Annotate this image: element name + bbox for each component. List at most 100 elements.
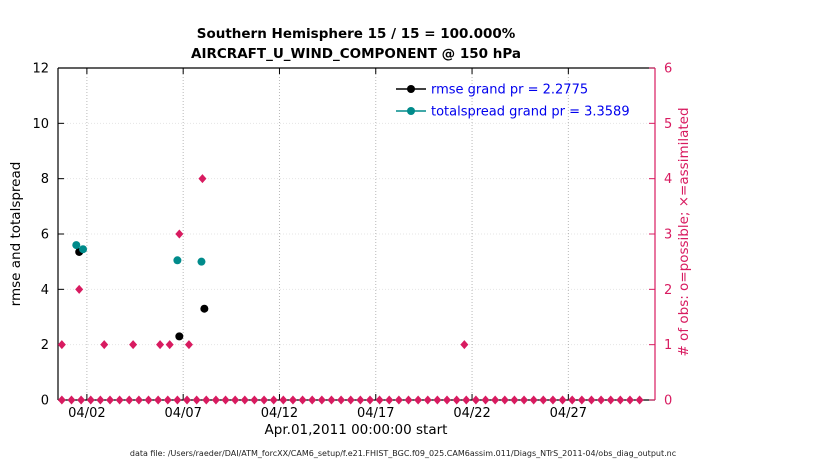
- num-obs-marker: [520, 395, 529, 405]
- num-obs-marker: [443, 395, 452, 405]
- x-tick-label: 04/02: [68, 406, 105, 421]
- totalspread-marker: [79, 245, 88, 254]
- right-y-tick-label: 4: [664, 172, 672, 187]
- num-obs-marker: [260, 395, 269, 405]
- num-obs-marker: [184, 340, 193, 350]
- num-obs-marker: [125, 395, 134, 405]
- right-y-tick-label: 1: [664, 338, 672, 353]
- x-tick-label: 04/22: [453, 406, 490, 421]
- right-y-tick-label: 5: [664, 117, 672, 132]
- num-obs-marker: [86, 395, 95, 405]
- num-obs-marker: [606, 395, 615, 405]
- num-obs-marker: [308, 395, 317, 405]
- num-obs-marker: [356, 395, 365, 405]
- totalspread-marker: [72, 241, 81, 250]
- num-obs-marker: [414, 395, 423, 405]
- x-tick-label: 04/12: [261, 406, 298, 421]
- num-obs-marker: [510, 395, 519, 405]
- right-y-tick-label: 2: [664, 283, 672, 298]
- num-obs-marker: [404, 395, 413, 405]
- left-y-tick-label: 8: [41, 172, 49, 187]
- right-y-tick-label: 0: [664, 394, 672, 409]
- num-obs-marker: [165, 340, 174, 350]
- num-obs-marker: [423, 395, 432, 405]
- data-file-caption: data file: /Users/raeder/DAI/ATM_forcXX/…: [130, 449, 676, 458]
- num-obs-marker: [481, 395, 490, 405]
- right-y-tick-label: 6: [664, 62, 672, 77]
- num-obs-marker: [175, 229, 184, 239]
- num-obs-marker: [625, 395, 634, 405]
- num-obs-marker: [539, 395, 548, 405]
- num-obs-marker: [597, 395, 606, 405]
- num-obs-marker: [57, 340, 66, 350]
- num-obs-marker: [394, 395, 403, 405]
- legend-marker-totalspread: [407, 107, 415, 115]
- num-obs-marker: [317, 395, 326, 405]
- num-obs-marker: [529, 395, 538, 405]
- num-obs-marker: [144, 395, 153, 405]
- x-tick-label: 04/27: [550, 406, 587, 421]
- legend-marker-rmse: [407, 85, 415, 93]
- num-obs-marker: [298, 395, 307, 405]
- legend: rmse grand pr = 2.2775 totalspread grand…: [396, 83, 630, 120]
- axis-tick-labels: 04/02 04/07 04/12 04/17 04/22 04/270246810120…: [32, 62, 672, 422]
- num-obs-marker: [616, 395, 625, 405]
- num-obs-marker: [548, 395, 557, 405]
- data-markers: [57, 174, 644, 405]
- num-obs-marker: [288, 395, 297, 405]
- rmse-marker: [200, 304, 209, 313]
- x-axis-label: Apr.01,2011 00:00:00 start: [265, 422, 448, 438]
- totalspread-marker: [197, 257, 206, 266]
- num-obs-marker: [221, 395, 230, 405]
- num-obs-marker: [231, 395, 240, 405]
- right-y-axis-label: # of obs: o=possible; ×=assimilated: [676, 107, 692, 356]
- num-obs-marker: [211, 395, 220, 405]
- num-obs-marker: [635, 395, 644, 405]
- num-obs-marker: [471, 395, 480, 405]
- num-obs-marker: [346, 395, 355, 405]
- num-obs-marker: [100, 340, 109, 350]
- num-obs-marker: [279, 395, 288, 405]
- legend-label-rmse: rmse grand pr = 2.2775: [431, 83, 588, 98]
- num-obs-marker: [462, 395, 471, 405]
- left-y-axis-label: rmse and totalspread: [8, 162, 24, 307]
- num-obs-marker: [77, 395, 86, 405]
- num-obs-marker: [250, 395, 259, 405]
- num-obs-marker: [57, 395, 66, 405]
- num-obs-marker: [452, 395, 461, 405]
- x-tick-label: 04/17: [357, 406, 394, 421]
- num-obs-marker: [163, 395, 172, 405]
- num-obs-marker: [134, 395, 143, 405]
- num-obs-marker: [129, 340, 138, 350]
- left-y-tick-label: 12: [32, 62, 49, 77]
- axis-ticks: [58, 67, 655, 401]
- num-obs-marker: [269, 395, 278, 405]
- num-obs-marker: [385, 395, 394, 405]
- num-obs-marker: [500, 395, 509, 405]
- chart-subtitle: AIRCRAFT_U_WIND_COMPONENT @ 150 hPa: [191, 46, 521, 62]
- x-tick-label: 04/07: [164, 406, 201, 421]
- num-obs-marker: [365, 395, 374, 405]
- num-obs-marker: [240, 395, 249, 405]
- num-obs-marker: [173, 395, 182, 405]
- num-obs-marker: [433, 395, 442, 405]
- num-obs-marker: [202, 395, 211, 405]
- left-y-tick-label: 4: [41, 283, 49, 298]
- num-obs-marker: [558, 395, 567, 405]
- num-obs-marker: [337, 395, 346, 405]
- num-obs-marker: [96, 395, 105, 405]
- num-obs-marker: [67, 395, 76, 405]
- legend-label-totalspread: totalspread grand pr = 3.3589: [431, 105, 630, 120]
- left-y-tick-label: 6: [41, 228, 49, 243]
- num-obs-marker: [183, 395, 192, 405]
- num-obs-marker: [587, 395, 596, 405]
- num-obs-marker: [375, 395, 384, 405]
- right-y-tick-label: 3: [664, 228, 672, 243]
- num-obs-marker: [115, 395, 124, 405]
- num-obs-marker: [577, 395, 586, 405]
- num-obs-marker: [460, 340, 469, 350]
- left-y-tick-label: 2: [41, 338, 49, 353]
- num-obs-marker: [491, 395, 500, 405]
